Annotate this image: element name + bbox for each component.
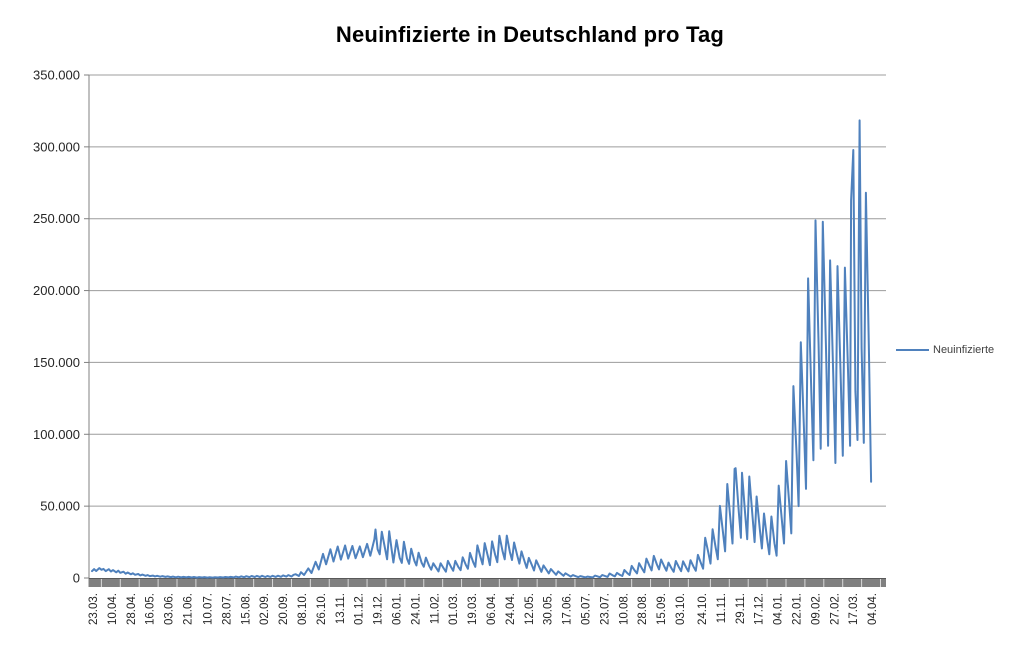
x-axis-label: 03.06. [164,593,176,625]
x-axis-label: 10.08. [618,593,630,625]
chart-title: Neuinfizierte in Deutschland pro Tag [335,22,725,47]
x-axis-label: 08.10. [297,593,309,625]
x-axis-label: 20.09. [278,593,290,625]
x-axis-label: 02.09. [259,593,271,625]
y-axis-label: 250.000 [33,211,80,226]
x-axis-label: 24.10. [697,593,709,625]
x-axis-label: 24.01. [410,593,422,625]
x-axis-label: 29.11. [735,593,747,624]
x-axis-label: 22.01. [792,593,804,625]
y-axis-label: 100.000 [33,427,80,442]
x-axis-label: 10.07. [202,593,214,625]
x-axis-label: 15.09. [656,593,668,625]
x-axis-label: 21.06. [183,593,195,625]
x-axis-label: 01.03. [448,593,460,625]
y-axis-label: 300.000 [33,139,80,154]
x-axis-label: 05.07. [580,593,592,625]
x-axis-label: 19.03. [467,593,479,625]
x-axis-label: 16.05. [145,593,157,625]
x-axis-label: 28.08. [637,593,649,625]
x-axis-label: 28.07. [221,593,233,625]
x-axis-label: 27.02. [829,593,841,625]
x-axis-band [89,579,886,587]
x-axis-label: 23.03. [88,593,100,625]
x-axis-label: 17.03. [848,593,860,625]
y-axis-label: 350.000 [33,68,80,83]
x-axis-label: 11.11. [716,593,728,623]
y-axis-label: 0 [73,571,80,586]
x-axis-label: 19.12. [373,593,385,625]
y-axis-label: 50.000 [40,499,80,514]
x-axis-label: 12.05. [524,593,536,625]
y-axis-label: 200.000 [33,283,80,298]
x-axis-label: 17.06. [562,593,574,625]
legend: Neuinfizierte [896,344,994,356]
x-axis-label: 11.02. [429,593,441,624]
series-line-neuinfizierte [91,119,873,579]
x-axis-label: 10.04. [107,593,119,625]
x-axis-label: 23.07. [599,593,611,625]
x-axis-label: 30.05. [543,593,555,625]
x-axis-label: 17.12. [754,593,766,625]
legend-line-sample-icon [896,349,929,351]
x-axis-label: 04.01. [773,593,785,625]
x-axis-label: 13.11. [335,593,347,624]
x-axis-label: 03.10. [675,593,687,625]
x-axis-label: 09.02. [810,593,822,625]
x-axis-label: 28.04. [126,593,138,625]
x-axis-label: 04.04. [867,593,879,625]
x-axis-label: 24.04. [505,593,517,625]
x-axis-label: 06.01. [391,593,403,625]
legend-series-label: Neuinfizierte [933,344,995,356]
x-axis-label: 26.10. [316,593,328,625]
x-axis-label: 15.08. [240,593,252,625]
y-axis-label: 150.000 [33,355,80,370]
x-axis-label: 01.12. [354,593,366,625]
x-axis-label: 06.04. [486,593,498,625]
